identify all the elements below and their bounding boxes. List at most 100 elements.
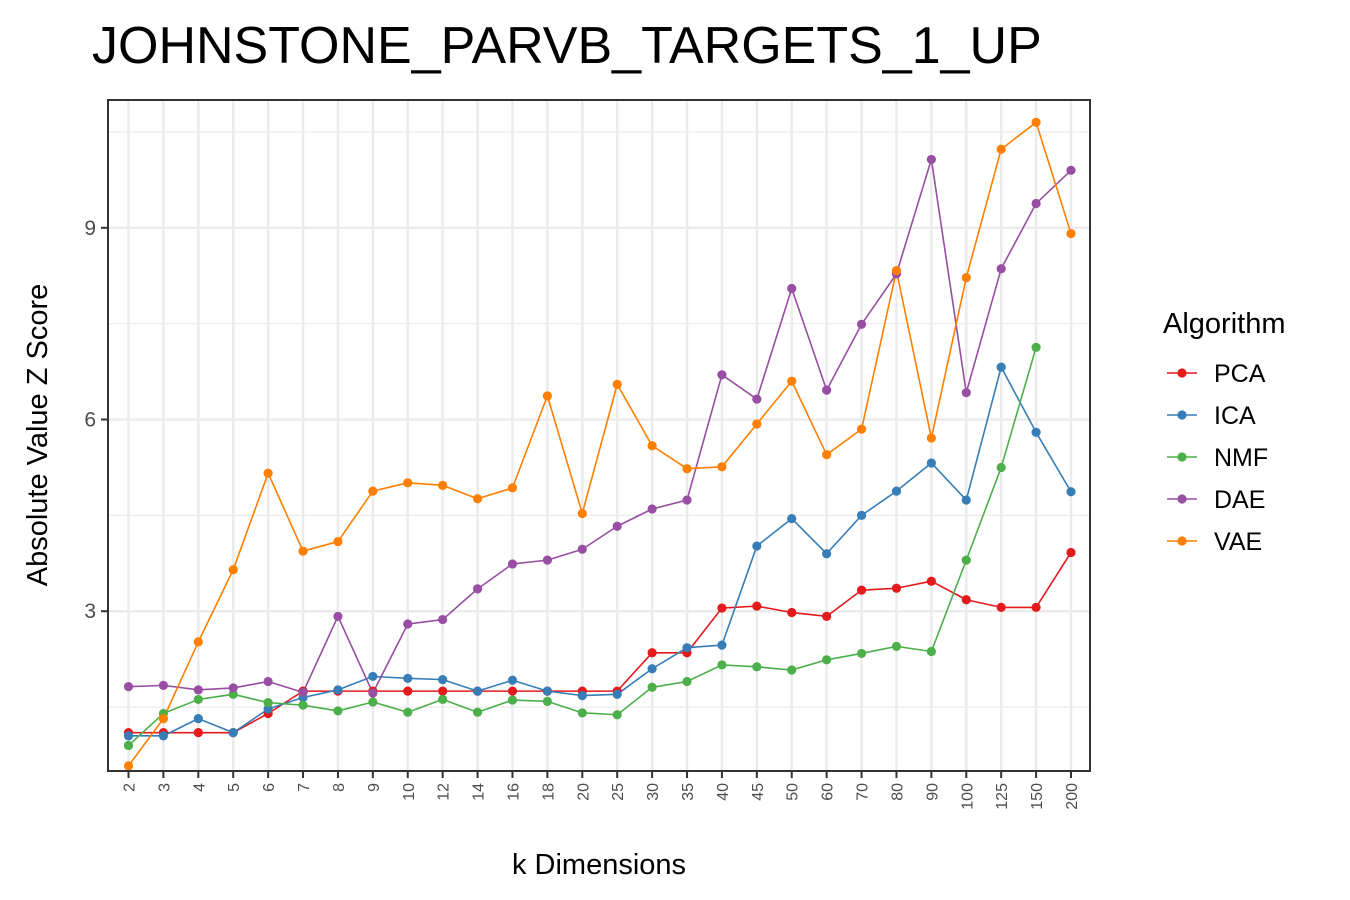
point-pca bbox=[438, 686, 448, 696]
point-vae bbox=[298, 546, 308, 556]
point-ica bbox=[1066, 487, 1076, 497]
x-tick-label: 50 bbox=[785, 783, 802, 801]
legend-label-ica: ICA bbox=[1214, 402, 1256, 430]
point-vae bbox=[787, 376, 797, 386]
point-ica bbox=[612, 689, 622, 699]
legend-point-dae bbox=[1177, 494, 1187, 504]
x-tick-label: 70 bbox=[855, 783, 872, 801]
point-pca bbox=[193, 728, 203, 738]
point-vae bbox=[403, 478, 413, 488]
y-axis-title: Absolute Value Z Score bbox=[22, 284, 54, 587]
point-pca bbox=[507, 686, 518, 696]
point-vae bbox=[123, 761, 134, 771]
point-ica bbox=[263, 704, 273, 714]
x-tick-label: 30 bbox=[645, 783, 662, 801]
point-vae bbox=[961, 273, 971, 283]
point-ica bbox=[787, 513, 797, 524]
point-nmf bbox=[472, 707, 483, 717]
legend: Algorithm PCA ICA NMF DAE VAE bbox=[1163, 308, 1286, 556]
point-dae bbox=[996, 264, 1006, 274]
point-nmf bbox=[961, 555, 971, 565]
point-nmf bbox=[891, 641, 902, 651]
point-dae bbox=[752, 394, 762, 404]
point-ica bbox=[717, 640, 727, 650]
x-tick-label: 100 bbox=[959, 783, 976, 810]
point-nmf bbox=[787, 665, 797, 675]
x-tick-label: 18 bbox=[540, 783, 557, 801]
point-ica bbox=[891, 486, 902, 496]
point-nmf bbox=[333, 706, 343, 716]
point-nmf bbox=[612, 710, 622, 720]
point-nmf bbox=[682, 676, 692, 687]
x-tick-label: 125 bbox=[994, 783, 1011, 810]
point-pca bbox=[1066, 547, 1076, 558]
legend-items: PCA ICA NMF DAE VAE bbox=[1167, 360, 1268, 556]
point-ica bbox=[926, 458, 936, 468]
point-ica bbox=[647, 664, 657, 674]
point-pca bbox=[1031, 602, 1041, 613]
point-dae bbox=[158, 680, 169, 690]
point-vae bbox=[612, 379, 622, 389]
x-tick-label: 2 bbox=[122, 783, 139, 792]
point-vae bbox=[682, 464, 692, 474]
plot-area bbox=[107, 99, 1091, 772]
point-dae bbox=[787, 283, 797, 294]
point-dae bbox=[438, 614, 448, 625]
point-vae bbox=[891, 266, 902, 276]
x-tick-label: 80 bbox=[889, 783, 906, 801]
point-ica bbox=[403, 673, 413, 683]
point-vae bbox=[472, 494, 483, 504]
point-dae bbox=[926, 154, 936, 165]
x-tick-label: 20 bbox=[575, 783, 592, 801]
point-vae bbox=[926, 433, 936, 443]
legend-point-nmf bbox=[1177, 452, 1187, 462]
point-nmf bbox=[996, 462, 1006, 473]
point-ica bbox=[822, 549, 832, 559]
point-pca bbox=[961, 595, 971, 605]
point-dae bbox=[228, 683, 238, 693]
x-tick-label: 90 bbox=[924, 783, 941, 801]
legend-label-dae: DAE bbox=[1214, 486, 1265, 514]
x-axis: 2 3 4 5 6 7 8 9 10 12 14 16 18 20 25 30 35 40 45 50 60 70 80 90… bbox=[122, 771, 1081, 810]
point-vae bbox=[577, 508, 587, 519]
point-dae bbox=[507, 559, 518, 569]
point-vae bbox=[752, 419, 762, 429]
point-nmf bbox=[926, 646, 936, 657]
point-vae bbox=[438, 480, 448, 490]
point-ica bbox=[996, 362, 1006, 372]
point-dae bbox=[577, 544, 587, 554]
point-ica bbox=[193, 713, 203, 724]
x-tick-label: 200 bbox=[1064, 783, 1081, 810]
grid-major bbox=[108, 100, 1090, 771]
point-ica bbox=[1031, 427, 1041, 437]
point-vae bbox=[647, 441, 657, 451]
point-vae bbox=[507, 483, 518, 493]
point-nmf bbox=[717, 660, 727, 670]
point-dae bbox=[822, 385, 832, 395]
legend-point-vae bbox=[1177, 536, 1187, 546]
point-vae bbox=[158, 713, 169, 724]
point-ica bbox=[368, 671, 378, 682]
x-tick-label: 40 bbox=[715, 783, 732, 801]
point-dae bbox=[298, 687, 308, 697]
point-pca bbox=[926, 576, 936, 586]
point-dae bbox=[717, 370, 727, 380]
legend-label-nmf: NMF bbox=[1214, 444, 1268, 472]
point-nmf bbox=[542, 696, 552, 706]
point-vae bbox=[717, 462, 727, 472]
x-tick-label: 7 bbox=[296, 783, 313, 792]
point-nmf bbox=[438, 694, 448, 705]
point-dae bbox=[682, 495, 692, 505]
point-dae bbox=[123, 682, 134, 692]
x-tick-label: 8 bbox=[331, 783, 348, 792]
point-nmf bbox=[193, 694, 203, 705]
point-nmf bbox=[228, 689, 238, 699]
point-nmf bbox=[403, 707, 413, 717]
x-tick-label: 35 bbox=[680, 783, 697, 801]
point-ica bbox=[123, 731, 134, 741]
series-line-dae bbox=[128, 158, 1072, 694]
x-tick-label: 60 bbox=[820, 783, 837, 801]
point-dae bbox=[472, 584, 483, 594]
point-vae bbox=[996, 144, 1006, 154]
